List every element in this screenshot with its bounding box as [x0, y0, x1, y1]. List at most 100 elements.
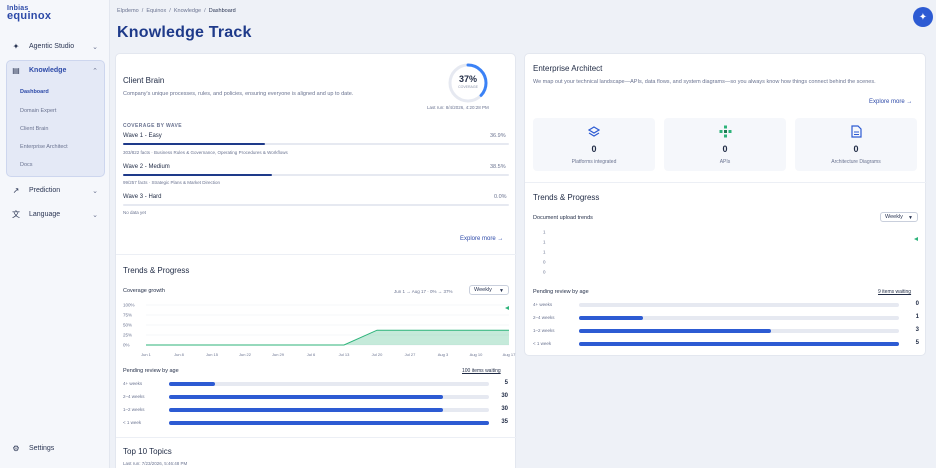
caret-down-icon: ▼: [499, 288, 504, 294]
sidebar-subitem-docs[interactable]: Docs: [20, 162, 33, 168]
sidebar-item-settings[interactable]: ⚙ Settings: [6, 440, 104, 457]
chevron-down-icon: ⌄: [92, 43, 98, 51]
sidebar-item-knowledge[interactable]: ▤ Knowledge ⌃: [6, 62, 104, 79]
document-upload-chart: 1 1 1 0 0: [543, 230, 918, 275]
pending-age-label: < 1 week: [123, 420, 142, 425]
gear-icon: ⚙: [12, 444, 20, 453]
coverage-section-label: COVERAGE BY WAVE: [123, 123, 183, 129]
breadcrumb-item[interactable]: Elpdemo: [117, 8, 139, 14]
brand-line2: equinox: [7, 10, 52, 22]
items-waiting-link[interactable]: 9 items waiting: [878, 289, 912, 295]
x-tick-label: Aug 10: [470, 352, 483, 357]
chevron-down-icon: ⌄: [92, 211, 98, 219]
pending-age-label: 2–4 weeks: [123, 394, 145, 399]
breadcrumb: Elpdemo / Equinox / Knowledge / Dashboar…: [117, 8, 236, 14]
period-select-value: Weekly: [474, 287, 492, 293]
coverage-ring: [448, 63, 488, 103]
stat-apis[interactable]: 0 APIs: [664, 118, 786, 171]
top-topics-last-run: Last run: 7/23/2026, 5:46:48 PM: [123, 461, 188, 466]
y-tick-label: 0: [543, 260, 546, 265]
y-tick-label: 100%: [123, 303, 135, 308]
pending-bar-fill: [579, 316, 643, 320]
period-select[interactable]: Weekly ▼: [880, 212, 918, 222]
period-select-value: Weekly: [885, 214, 903, 220]
wave-progress-fill: [123, 174, 272, 176]
stat-label: Platforms integrated: [571, 159, 617, 165]
sidebar-item-label: Settings: [29, 445, 55, 452]
pending-bar-fill: [579, 342, 899, 346]
pending-bar-track: [169, 421, 489, 425]
breadcrumb-item[interactable]: Equinox: [146, 8, 167, 14]
x-tick-label: Jun 1: [141, 352, 152, 357]
sidebar-subitem-domain-expert[interactable]: Domain Expert: [20, 108, 57, 114]
sidebar-subitem-enterprise-architect[interactable]: Enterprise Architect: [20, 144, 68, 150]
wave-progress-track: [123, 174, 509, 176]
items-waiting-link[interactable]: 100 items waiting: [462, 368, 501, 374]
period-select[interactable]: Weekly ▼: [469, 285, 509, 295]
pending-age-label: < 1 week: [533, 341, 552, 346]
pending-review-label: Pending review by age: [533, 289, 589, 295]
stat-label: Architecture Diagrams: [831, 159, 881, 165]
coverage-word: COVERAGE: [458, 85, 478, 89]
assistant-sparkle-button[interactable]: ✦: [913, 7, 933, 27]
layers-icon: [533, 125, 655, 143]
breadcrumb-item[interactable]: Knowledge: [173, 8, 202, 14]
sidebar-item-label: Agentic Studio: [29, 43, 75, 50]
wave-percent: 36.9%: [490, 133, 506, 139]
client-brain-last-run: Last run: 8/4/2026, 4:20:28 PM: [427, 105, 489, 110]
stat-architecture-diagrams[interactable]: 0 Architecture Diagrams: [795, 118, 917, 171]
sidebar-subitem-client-brain[interactable]: Client Brain: [20, 126, 49, 132]
sidebar-item-label: Prediction: [29, 187, 61, 194]
sidebar-item-label: Language: [29, 211, 61, 218]
pending-count: 30: [501, 393, 508, 399]
pending-bar-track: [579, 342, 899, 346]
pending-bar-track: [169, 395, 489, 399]
enterprise-title: Enterprise Architect: [533, 64, 603, 73]
client-brain-title: Client Brain: [123, 76, 165, 85]
coverage-line: [146, 329, 509, 346]
pending-count: 5: [915, 340, 919, 346]
wave-progress-fill: [123, 143, 266, 145]
breadcrumb-current: Dashboard: [208, 8, 236, 14]
wave-name: Wave 2 - Medium: [123, 164, 170, 170]
explore-more-link[interactable]: Explore more →: [869, 99, 913, 105]
latest-marker: [505, 306, 509, 310]
pending-bar-track: [579, 329, 899, 333]
wave-percent: 38.5%: [490, 164, 506, 170]
pending-count: 1: [915, 314, 919, 320]
chevron-up-icon: ⌃: [92, 67, 98, 75]
enterprise-architect-card: Enterprise Architect We map out your tec…: [524, 53, 927, 356]
x-tick-label: Jul 13: [339, 352, 350, 357]
pending-review-label: Pending review by age: [123, 368, 179, 374]
wave-progress-track: [123, 143, 509, 145]
brand-line1: Inbias: [7, 5, 29, 12]
y-tick-label: 25%: [123, 333, 132, 338]
stat-platforms[interactable]: 0 Platforms integrated: [533, 118, 655, 171]
caret-down-icon: ▼: [908, 215, 913, 221]
sidebar-item-language[interactable]: 文 Language ⌄: [6, 206, 104, 223]
y-tick-label: 75%: [123, 313, 132, 318]
y-tick-label: 50%: [123, 323, 132, 328]
knowledge-group: [6, 60, 105, 177]
y-tick-label: 0: [543, 270, 546, 275]
y-tick-label: 0%: [123, 343, 130, 348]
x-tick-label: Jul 6: [307, 352, 316, 357]
pending-bar-fill: [169, 395, 444, 399]
trends-title: Trends & Progress: [533, 193, 600, 202]
y-tick-label: 1: [543, 250, 546, 255]
explore-more-link[interactable]: Explore more →: [460, 236, 504, 242]
sidebar-item-prediction[interactable]: ↗ Prediction ⌄: [6, 182, 104, 199]
pending-age-label: 1–2 weeks: [533, 328, 555, 333]
pending-bar-fill: [169, 421, 489, 425]
coverage-growth-label: Coverage growth: [123, 288, 165, 294]
brand-logo[interactable]: Inbias equinox: [7, 5, 51, 22]
sidebar-item-agentic-studio[interactable]: ✦ Agentic Studio ⌄: [6, 38, 104, 55]
pending-count: 5: [504, 380, 508, 386]
pending-count: 0: [915, 301, 919, 307]
wave-name: Wave 3 - Hard: [123, 194, 162, 200]
x-tick-label: Jul 27: [405, 352, 416, 357]
sidebar-subitem-dashboard[interactable]: Dashboard: [20, 89, 49, 95]
pending-age-label: 4+ weeks: [533, 302, 553, 307]
coverage-growth-chart: 100% 75% 50% 25% 0% Jun 1 Jun 8 Jun 15 Jun 22 Jun…: [123, 303, 516, 358]
x-tick-label: Jun 8: [174, 352, 185, 357]
